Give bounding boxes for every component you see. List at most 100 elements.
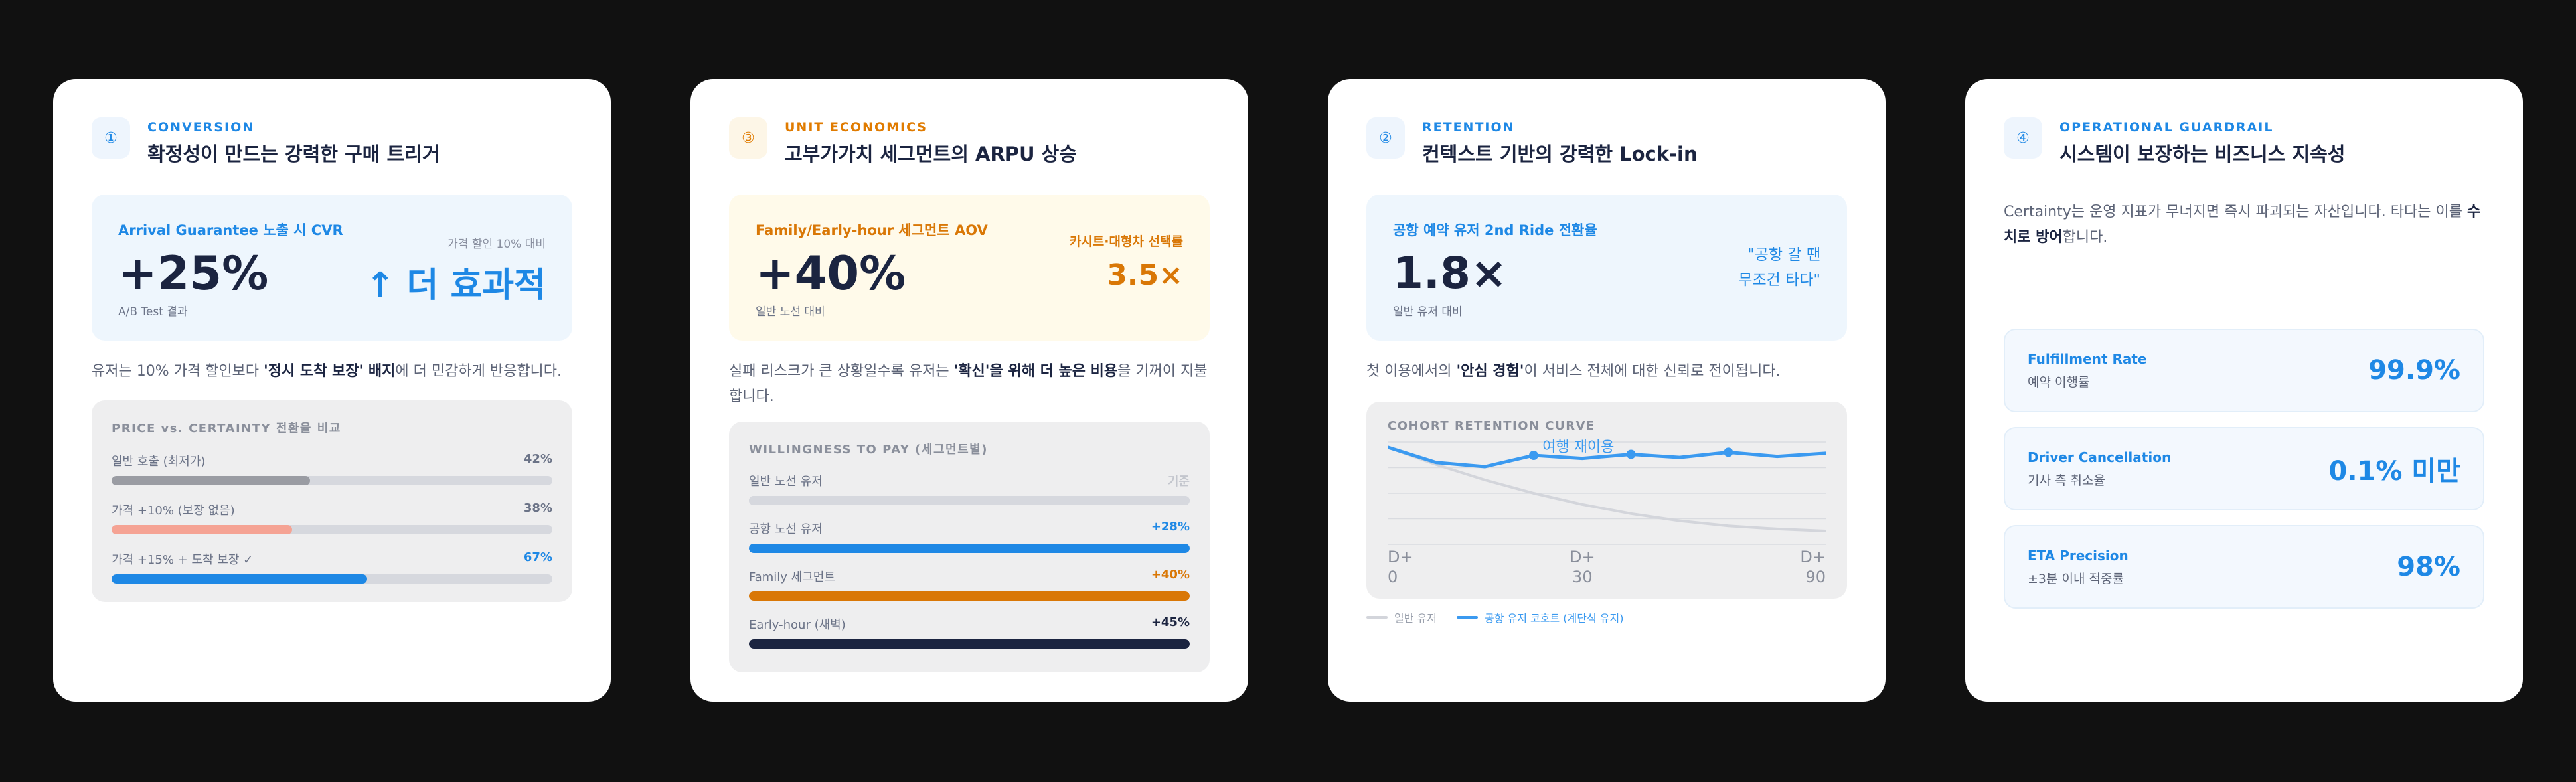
legend-swatch <box>1456 616 1478 619</box>
data-point <box>1529 451 1538 461</box>
card-description: Certainty는 운영 지표가 무너지면 즉시 파괴되는 자산입니다. 타다… <box>2004 200 2484 250</box>
kpi-text: Fulfillment Rate 예약 이행률 <box>2028 351 2146 390</box>
comparison-panel: PRICE vs. CERTAINTY 전환율 비교 일반 호출 (최저가) 42… <box>92 400 572 602</box>
x-tick-label: 0 <box>1388 568 1398 586</box>
legend-item: 공항 유저 코호트 (계단식 유지) <box>1456 609 1624 625</box>
series-line <box>1386 445 1828 469</box>
hero-stat-box: 공항 예약 유저 2nd Ride 전환율 1.8× 일반 유저 대비 "공항 … <box>1366 195 1847 341</box>
bar-value: 기준 <box>1167 475 1190 489</box>
card-description: 실패 리스크가 큰 상황일수록 유저는 '확신'을 위해 더 높은 비용을 기꺼… <box>729 359 1210 410</box>
x-tick-label: D+ <box>1388 548 1413 566</box>
x-tick-label: D+ <box>1570 548 1595 566</box>
hero-label: 공항 예약 유저 2nd Ride 전환율 <box>1393 222 1597 238</box>
bar-row: Family 세그먼트 +40% <box>749 568 1190 601</box>
desc-emphasis: '정시 도착 보장' 배지 <box>264 363 396 380</box>
bar-list: 일반 호출 (최저가) 42% 가격 +10% (보장 없음) 38% 가격 +15% … <box>112 452 552 584</box>
hero-stat-box: Family/Early-hour 세그먼트 AOV +40% 일반 노선 대비… <box>729 195 1210 341</box>
bar-fill <box>112 574 368 584</box>
x-tick-label: 30 <box>1572 568 1593 586</box>
card-title: 컨텍스트 기반의 강력한 Lock-in <box>1422 143 1698 165</box>
bar-track <box>112 525 552 534</box>
bar-track <box>749 639 1190 649</box>
compare-value: 3.5× <box>1107 258 1183 292</box>
chart-annotation: 여행 재이용 <box>1542 439 1614 456</box>
operational-guardrail-card: ④ OPERATIONAL GUARDRAIL 시스템이 보장하는 비즈니스 지… <box>1965 79 2523 702</box>
legend-swatch <box>1366 616 1388 619</box>
bar-label: Early-hour (새벽) <box>749 618 846 632</box>
bar-label: 일반 호출 (최저가) <box>112 455 206 469</box>
bar-track <box>749 544 1190 553</box>
desc-text: 실패 리스크가 큰 상황일수록 유저는 <box>729 363 954 380</box>
kpi-name: Driver Cancellation <box>2028 449 2172 465</box>
kpi-sub: ±3분 이내 적중률 <box>2028 571 2124 586</box>
bar-fill <box>749 496 1190 505</box>
bar-value: 42% <box>523 452 552 466</box>
desc-text: 을 기꺼이 지불합니다. <box>729 363 1208 405</box>
desc-emphasis: 수치로 방어 <box>2004 204 2481 246</box>
compare-value: ↑ 더 효과적 <box>365 266 546 305</box>
bar-value: 38% <box>523 501 552 515</box>
desc-text: Certainty는 운영 지표가 무너지면 즉시 파괴되는 자산입니다. 타다… <box>2004 204 2467 220</box>
card-kicker: UNIT ECONOMICS <box>785 120 928 135</box>
card-header: ① CONVERSION 확정성이 만드는 강력한 구매 트리거 <box>92 117 572 167</box>
card-title: 고부가가치 세그먼트의 ARPU 상승 <box>785 143 1078 165</box>
compare-label: 가격 할인 10% 대비 <box>447 238 546 251</box>
kpi-name: Fulfillment Rate <box>2028 351 2147 367</box>
legend-label: 공항 유저 코호트 (계단식 유지) <box>1484 612 1624 625</box>
bar-fill <box>749 639 1190 649</box>
bar-value: +45% <box>1151 615 1190 629</box>
kpi-sub: 예약 이행률 <box>2028 374 2090 390</box>
card-title: 확정성이 만드는 강력한 구매 트리거 <box>147 143 440 165</box>
unit-economics-card: ③ UNIT ECONOMICS 고부가가치 세그먼트의 ARPU 상승 Fam… <box>690 79 1248 702</box>
bar-row: 가격 +15% + 도착 보장 ✓ 67% <box>112 550 552 584</box>
card-description: 첫 이용에서의 '안심 경험'이 서비스 전체에 대한 신뢰로 전이됩니다. <box>1366 359 1847 384</box>
bar-label: 가격 +15% + 도착 보장 ✓ <box>112 553 254 567</box>
hero-quote: "공항 갈 땐 무조건 타다" <box>1738 246 1820 289</box>
x-tick-label: 90 <box>1805 568 1826 586</box>
bar-meta: 공항 노선 유저 +28% <box>749 520 1190 537</box>
card-header: ② RETENTION 컨텍스트 기반의 강력한 Lock-in <box>1366 117 1847 167</box>
data-point <box>1626 449 1636 459</box>
kpi-value: 0.1% 미만 <box>2328 456 2460 487</box>
kpi-text: ETA Precision ±3분 이내 적중률 <box>2028 548 2129 587</box>
card-title: 시스템이 보장하는 비즈니스 지속성 <box>2059 143 2346 165</box>
card-kicker: OPERATIONAL GUARDRAIL <box>2059 120 2274 135</box>
bar-label: 가격 +10% (보장 없음) <box>112 504 235 518</box>
kpi-card: ETA Precision ±3분 이내 적중률 98% <box>2004 525 2484 609</box>
retention-chart-panel: COHORT RETENTION CURVE 여행 재이용 D+ 0 D+ 30 D+ 90 <box>1366 402 1847 599</box>
bar-value: 67% <box>523 550 552 564</box>
x-tick-label: D+ <box>1800 548 1826 566</box>
panel-title: WILLINGNESS TO PAY (세그먼트별) <box>749 443 988 457</box>
series-line <box>1386 445 1827 532</box>
card-kicker: CONVERSION <box>147 120 255 135</box>
retention-card: ② RETENTION 컨텍스트 기반의 강력한 Lock-in 공항 예약 유… <box>1328 79 1886 702</box>
bar-meta: 일반 호출 (최저가) 42% <box>112 452 552 469</box>
bar-meta: 가격 +15% + 도착 보장 ✓ 67% <box>112 550 552 568</box>
card-header: ③ UNIT ECONOMICS 고부가가치 세그먼트의 ARPU 상승 <box>729 117 1210 167</box>
hero-sub: 일반 노선 대비 <box>756 305 825 319</box>
hero-value: +40% <box>756 246 906 301</box>
bar-meta: 일반 노선 유저 기준 <box>749 472 1190 489</box>
data-point <box>1724 447 1733 457</box>
bar-track <box>112 476 552 485</box>
chart-legend: 일반 유저 공항 유저 코호트 (계단식 유지) <box>1366 609 1847 625</box>
badge-number-3: ③ <box>729 117 767 159</box>
bar-label: 일반 노선 유저 <box>749 475 823 489</box>
bar-meta: Family 세그먼트 +40% <box>749 568 1190 585</box>
hero-sub: 일반 유저 대비 <box>1393 305 1463 319</box>
bar-row: Early-hour (새벽) +45% <box>749 615 1190 649</box>
bar-track <box>112 574 552 584</box>
kpi-list: Fulfillment Rate 예약 이행률 99.9% Driver Cancel… <box>2004 329 2484 609</box>
bar-fill <box>749 544 1190 553</box>
conversion-card: ① CONVERSION 확정성이 만드는 강력한 구매 트리거 Arrival… <box>53 79 611 702</box>
desc-text: 에 더 민감하게 반응합니다. <box>395 363 562 380</box>
hero-label: Family/Early-hour 세그먼트 AOV <box>756 222 988 238</box>
kpi-card: Fulfillment Rate 예약 이행률 99.9% <box>2004 329 2484 412</box>
bar-fill <box>112 476 310 485</box>
retention-chart: 여행 재이용 D+ 0 D+ 30 D+ 90 <box>1386 439 1828 586</box>
hero-stat-box: Arrival Guarantee 노출 시 CVR +25% A/B Test… <box>92 195 572 341</box>
bar-label: Family 세그먼트 <box>749 570 835 584</box>
bar-label: 공항 노선 유저 <box>749 522 823 536</box>
bar-track <box>749 591 1190 601</box>
